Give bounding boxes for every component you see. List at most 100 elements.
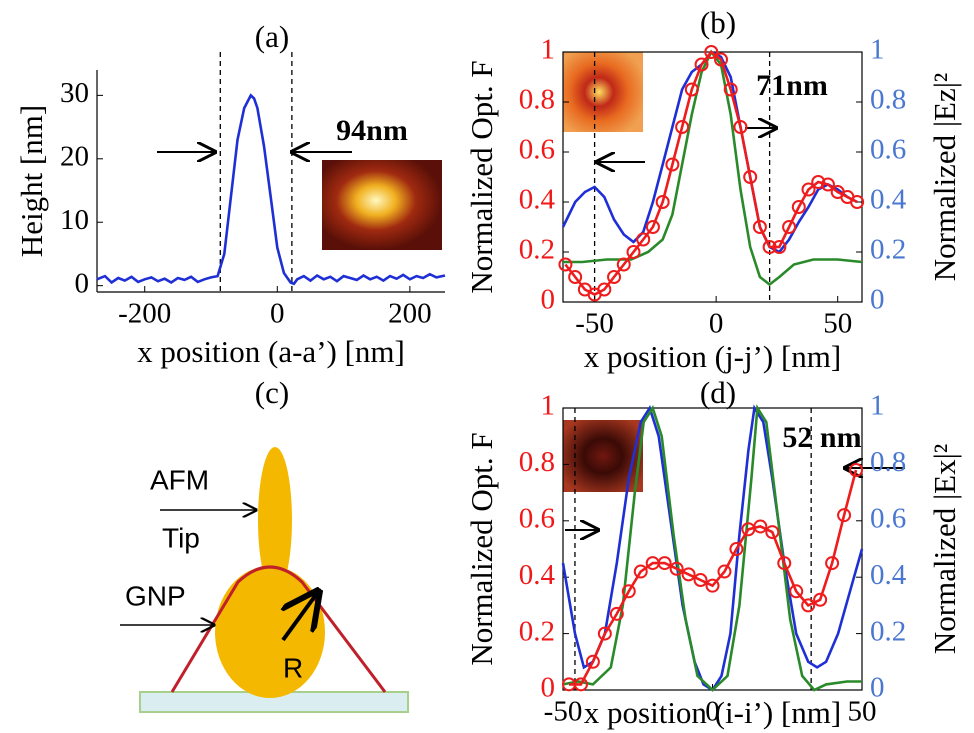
y2-tick-label: 0.4 (870, 559, 907, 591)
data-point (752, 220, 767, 234)
y-tick-label: 20 (60, 140, 89, 172)
data-point (704, 45, 719, 59)
data-line (569, 469, 858, 686)
y-tick-label: 10 (60, 204, 89, 236)
data-point (777, 556, 792, 571)
y2-tick-label: 0.4 (870, 184, 907, 216)
annotation: 94nm (336, 114, 408, 147)
data-point (729, 542, 744, 556)
data-line (564, 50, 858, 296)
data-point (655, 195, 670, 209)
y-tick-label: 0.4 (519, 184, 556, 216)
x-tick-label: 50 (823, 308, 852, 340)
y2-tick-label: 0.2 (870, 615, 906, 647)
data-point (753, 519, 768, 534)
data-point (705, 578, 720, 593)
data-point (717, 564, 732, 579)
data-point (820, 177, 835, 192)
data-point (609, 606, 624, 621)
diagram: (c) AFM Tip GNP R (120, 375, 409, 713)
y-tick-label: 0 (541, 284, 556, 316)
x-tick-label: 0 (705, 696, 720, 728)
x-tick-label: 0 (270, 298, 285, 330)
data-point (585, 654, 600, 669)
x-axis-label: x position (j-j’) [nm] (584, 339, 841, 374)
x-axis-label: x position (i-i’) [nm] (584, 695, 841, 730)
x-tick-label: 0 (709, 308, 724, 340)
data-point (791, 200, 806, 214)
y-tick-label: 0.6 (519, 134, 555, 166)
y-tick-label: 0.6 (519, 502, 555, 534)
label: AFM (150, 464, 209, 495)
inset-image (563, 52, 643, 132)
y-axis-label: Height [nm] (14, 105, 49, 257)
y-tick-label: 1 (541, 390, 556, 422)
panel-title: (d) (700, 375, 736, 410)
data-point (733, 120, 748, 134)
y2-tick-label: 0.2 (870, 234, 906, 266)
data-point (626, 245, 641, 259)
x-tick-label: 200 (388, 298, 432, 330)
y2-tick-label: 0.6 (870, 502, 906, 534)
particle (215, 566, 325, 698)
data-point (597, 626, 612, 641)
data-point (837, 508, 852, 523)
panel-title: (a) (255, 19, 289, 54)
panel-title: (b) (700, 5, 736, 40)
coating-outline (170, 565, 387, 693)
y-tick-label: 0 (541, 672, 556, 704)
data-point (811, 175, 826, 189)
data-point (850, 195, 865, 209)
data-point (694, 57, 709, 72)
data-point (849, 463, 864, 478)
data-point (765, 525, 780, 540)
y-tick-label: 0.2 (519, 615, 555, 647)
data-point (681, 567, 696, 582)
label: GNP (125, 580, 186, 611)
y-axis-label: Normalized Opt. F (464, 432, 499, 665)
data-point (743, 170, 758, 184)
data-point (772, 240, 787, 254)
data-point (633, 564, 648, 579)
data-point (616, 257, 631, 272)
data-point (813, 592, 828, 607)
insets (322, 52, 643, 492)
y-axis-label: Normalized Opt. F (464, 60, 499, 293)
data-point (789, 584, 804, 599)
y2-tick-label: 0 (870, 672, 885, 704)
data-point (665, 157, 680, 172)
y2-tick-label: 1 (870, 34, 885, 66)
data-point (714, 52, 729, 67)
data-point (762, 240, 777, 254)
y-tick-label: 1 (541, 34, 556, 66)
data-point (801, 182, 816, 197)
x-tick-label: -50 (575, 308, 614, 340)
radius-arrow (283, 592, 318, 642)
y-tick-label: 0.8 (519, 84, 555, 116)
data-point (568, 270, 583, 284)
y2-tick-label: 0 (870, 284, 885, 316)
x-tick-label: 50 (848, 696, 877, 728)
annotation: 52 nm (782, 421, 861, 454)
x-tick-label: -50 (544, 696, 583, 728)
data-point (607, 270, 622, 284)
y2-tick-label: 0.8 (870, 84, 906, 116)
y-tick-label: 30 (60, 77, 89, 109)
inset-image (322, 160, 442, 250)
label: Tip (162, 522, 200, 553)
y2-tick-label: 1 (870, 390, 885, 422)
data-point (621, 584, 636, 599)
data-point (801, 598, 816, 613)
data-point (573, 677, 588, 692)
x-axis-label: x position (a-a’) [nm] (137, 334, 405, 369)
y2-tick-label: 0.6 (870, 134, 906, 166)
data-point (684, 82, 699, 97)
data-point (657, 556, 672, 571)
data-point (693, 573, 708, 588)
y2-axis-label: Normalized |Ez|² (927, 73, 962, 281)
data-line (561, 404, 864, 692)
y2-tick-label: 0.8 (870, 446, 906, 478)
data-point (636, 232, 651, 247)
arrows (157, 128, 905, 530)
